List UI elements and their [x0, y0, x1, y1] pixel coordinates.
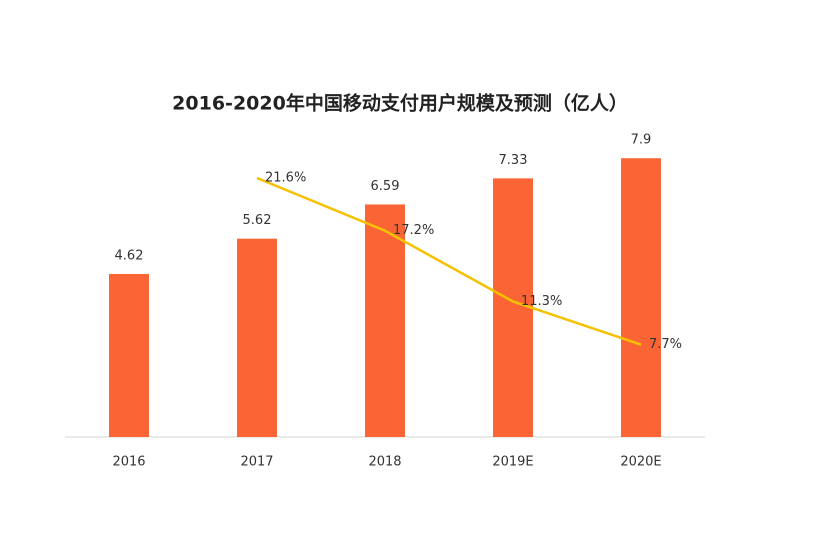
x-tick-label: 2018	[368, 455, 401, 470]
bar-value-label: 7.33	[499, 153, 528, 168]
line	[256, 176, 642, 346]
bar-value-label: 6.59	[371, 179, 400, 194]
chart-title: 2016-2020年中国移动支付用户规模及预测（亿人）	[172, 92, 628, 115]
bar	[493, 178, 533, 437]
bar	[621, 158, 661, 437]
bar	[109, 273, 149, 437]
line-value-label: 7.7%	[649, 337, 682, 352]
bar	[237, 238, 277, 437]
x-tick-label: 2019E	[492, 455, 533, 470]
bar-value-label: 7.9	[631, 133, 652, 148]
line-value-label: 17.2%	[393, 223, 434, 238]
line-value-label: 21.6%	[265, 170, 306, 185]
bar	[365, 204, 405, 437]
bar-value-label: 4.62	[115, 248, 144, 263]
x-tick-label: 2016	[112, 455, 145, 470]
line-value-label: 11.3%	[521, 294, 562, 309]
x-tick-label: 2017	[240, 455, 273, 470]
bar-value-label: 5.62	[243, 213, 272, 228]
x-tick-label: 2020E	[620, 455, 661, 470]
